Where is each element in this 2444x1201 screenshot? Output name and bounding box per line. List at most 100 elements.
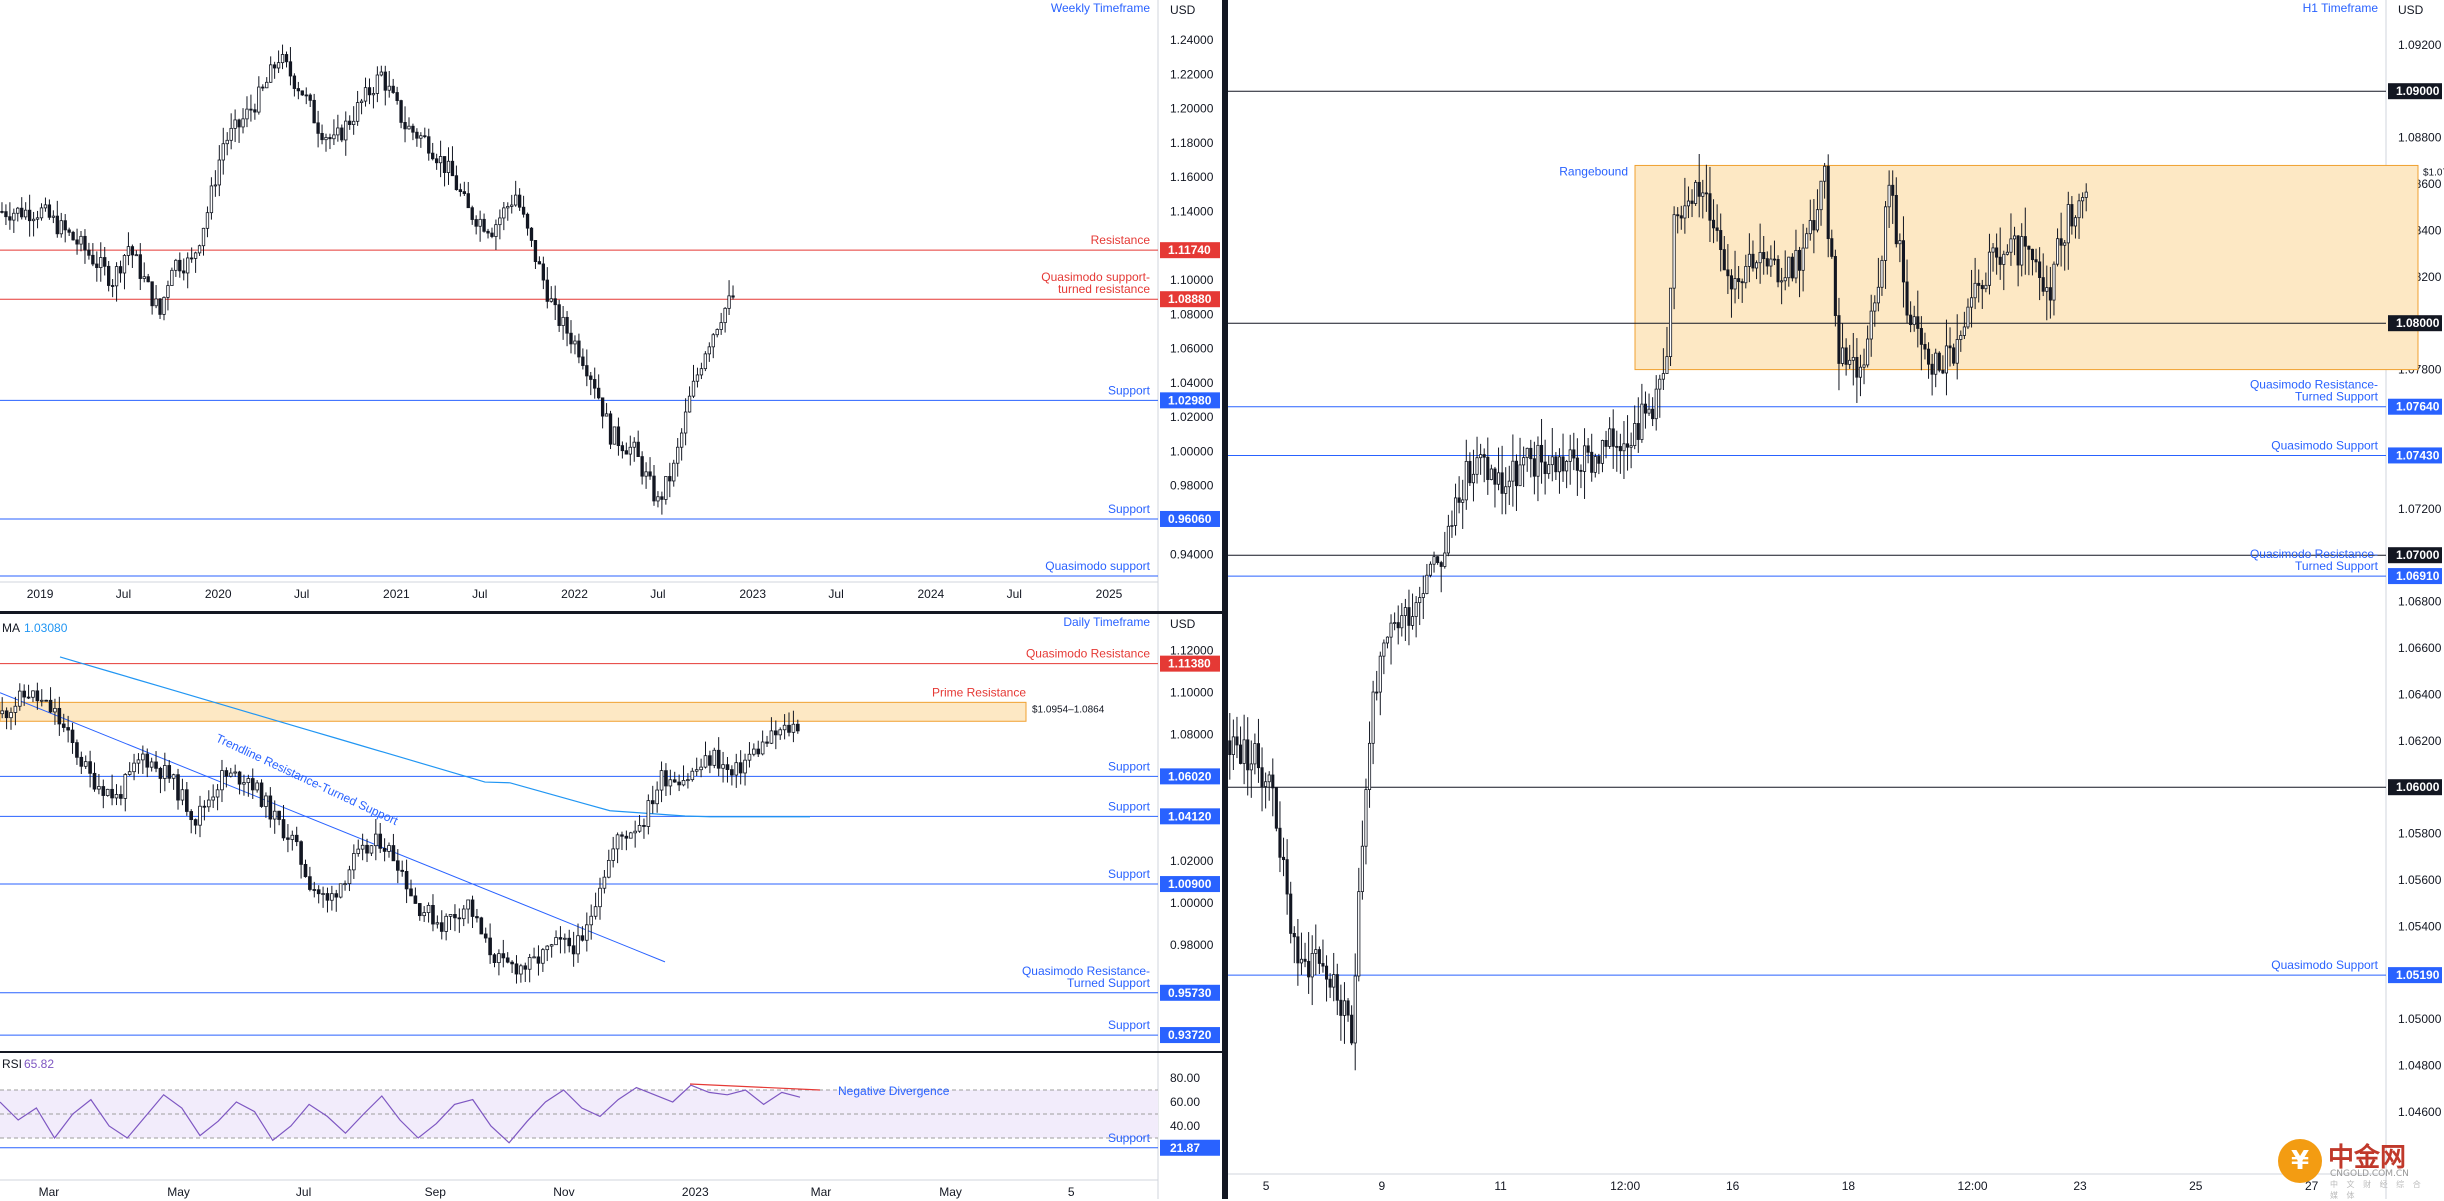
level-label: Quasimodo Support <box>2271 958 2378 972</box>
candle <box>597 387 601 399</box>
candle <box>2070 204 2074 227</box>
candle <box>2045 287 2049 292</box>
rangebound-zone <box>1634 164 2419 371</box>
candle <box>242 782 246 785</box>
candle <box>20 207 24 218</box>
price-tick: 1.06400 <box>2398 687 2442 701</box>
time-tick: Sep <box>425 1185 447 1199</box>
candle <box>411 125 415 133</box>
candle <box>454 175 459 191</box>
candle <box>650 800 655 805</box>
candle <box>791 723 796 733</box>
candle <box>563 937 567 940</box>
candle <box>510 961 514 965</box>
candle <box>1608 428 1612 447</box>
candle <box>457 917 462 920</box>
weekly-chart-pane[interactable]: USD 1.24000 1.22000 1.20000 1.18000 1.16000 1.… <box>0 0 1222 611</box>
weekly-chart[interactable]: USD 1.24000 1.22000 1.20000 1.18000 1.16000 1.… <box>0 0 1222 611</box>
candle <box>774 730 778 736</box>
candle <box>79 235 83 245</box>
price-tick: 1.06600 <box>2398 641 2442 655</box>
candle <box>1335 974 1339 1001</box>
candle <box>209 185 214 214</box>
candle <box>660 496 664 500</box>
candle <box>1246 739 1250 771</box>
level-label: Support <box>1108 383 1151 397</box>
candle <box>1869 310 1873 340</box>
candle <box>523 965 528 970</box>
candle <box>1973 282 1977 299</box>
candle <box>1231 736 1235 755</box>
price-tick: 1.00000 <box>1170 444 1214 458</box>
rsi-band <box>0 1090 1158 1138</box>
candle <box>659 770 664 791</box>
vertical-pane-divider[interactable] <box>1222 0 1228 1199</box>
candle <box>608 413 613 445</box>
candle <box>253 109 257 113</box>
candle <box>620 834 624 837</box>
price-tick: 1.05800 <box>2398 827 2442 841</box>
candle <box>439 922 444 932</box>
candle <box>1264 781 1268 787</box>
candle <box>395 92 399 101</box>
candle <box>48 699 53 713</box>
candle <box>1292 933 1296 938</box>
candle <box>304 94 308 97</box>
candle <box>99 257 103 268</box>
candle <box>369 845 374 854</box>
candle <box>795 723 800 732</box>
candle <box>1507 480 1511 488</box>
candle <box>103 257 107 267</box>
candle <box>1962 326 1966 336</box>
candle <box>403 122 407 130</box>
candle <box>359 100 364 104</box>
candle <box>1378 655 1382 693</box>
candle <box>640 456 644 477</box>
candle <box>294 834 299 843</box>
candle <box>1536 444 1540 477</box>
candle <box>731 295 735 298</box>
candle <box>1471 473 1476 484</box>
candle <box>299 841 303 865</box>
candle <box>533 240 538 262</box>
price-tag <box>1160 291 1220 308</box>
price-tick: 1.16000 <box>1170 170 1214 184</box>
candle <box>1575 457 1579 471</box>
time-tick: 2023 <box>682 1185 709 1199</box>
candle <box>348 120 352 126</box>
candle <box>1862 364 1866 368</box>
daily-chart[interactable]: USD 1.12000 1.10000 1.08000 1.02000 1.00000 0.… <box>0 614 1222 1199</box>
candle <box>182 270 186 274</box>
level-label: Quasimodo support <box>1045 559 1150 573</box>
candle <box>1640 403 1644 440</box>
h1-chart[interactable]: USD1.092001.088001.086001.084001.082001.… <box>1228 0 2444 1199</box>
divergence-line <box>689 1083 821 1091</box>
candle <box>91 254 95 265</box>
candle <box>1346 1000 1350 1016</box>
candle <box>142 276 146 279</box>
candle <box>1636 423 1640 440</box>
candle <box>1797 249 1802 271</box>
candle <box>296 88 301 92</box>
candle <box>1740 281 1744 284</box>
candle <box>150 281 154 307</box>
candle <box>1493 468 1497 485</box>
h1-chart-pane[interactable]: USD 1.09200 1.08800 1.08600 1.08400 1.08200 1.… <box>1228 0 2444 1199</box>
candle <box>119 794 123 799</box>
candle <box>92 772 97 790</box>
price-tick: 1.05400 <box>2398 919 2442 933</box>
daily-chart-pane[interactable]: USD 1.12000 1.10000 1.08000 1.02000 1.00000 0.… <box>0 614 1222 1199</box>
candle <box>343 883 347 886</box>
candle <box>379 71 383 76</box>
candle <box>332 134 336 140</box>
candle <box>422 912 426 917</box>
candle <box>431 152 435 160</box>
candle <box>126 246 131 256</box>
horizontal-pane-divider[interactable] <box>0 611 1222 614</box>
price-tag <box>1160 392 1220 409</box>
candle <box>241 118 245 128</box>
price-tag-label: 1.00900 <box>1168 877 1212 891</box>
candle <box>725 764 730 770</box>
price-tag-label: 1.08000 <box>2396 316 2440 330</box>
zone-range-label: $1.0954–1.0864 <box>1032 704 1105 715</box>
